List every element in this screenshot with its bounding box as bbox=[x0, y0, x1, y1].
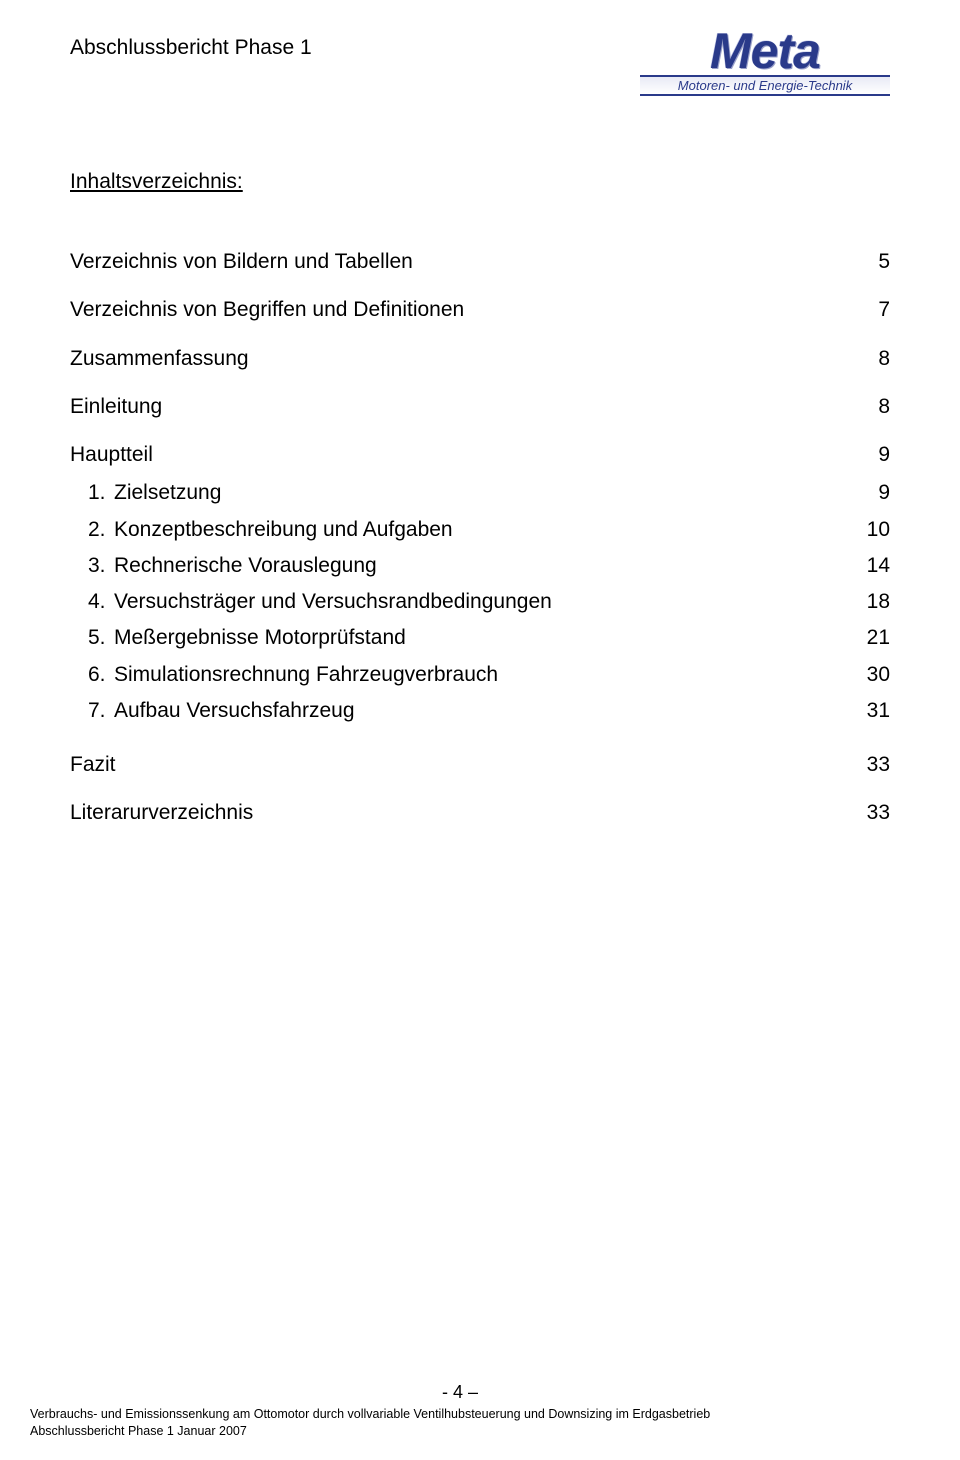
toc-page: 8 bbox=[850, 394, 890, 420]
toc-page: 7 bbox=[850, 297, 890, 323]
toc-sub-page: 18 bbox=[850, 589, 890, 615]
toc-sub-label: Konzeptbeschreibung und Aufgaben bbox=[114, 517, 850, 543]
toc-entry: Zusammenfassung 8 bbox=[70, 346, 890, 372]
toc-entry: Literarurverzeichnis 33 bbox=[70, 800, 890, 826]
toc-sub-page: 9 bbox=[850, 480, 890, 506]
toc-sub-page: 21 bbox=[850, 625, 890, 651]
toc-entry: Verzeichnis von Begriffen und Definition… bbox=[70, 297, 890, 323]
toc-sub-entry: 7. Aufbau Versuchsfahrzeug 31 bbox=[70, 698, 890, 724]
toc-entry: Einleitung 8 bbox=[70, 394, 890, 420]
toc-sub-num: 1. bbox=[88, 480, 114, 506]
toc-sub-label: Simulationsrechnung Fahrzeugverbrauch bbox=[114, 662, 850, 688]
toc-label: Verzeichnis von Begriffen und Definition… bbox=[70, 297, 850, 323]
toc-sub-num: 2. bbox=[88, 517, 114, 543]
logo-main-text: Meta bbox=[640, 30, 890, 73]
toc-label: Literarurverzeichnis bbox=[70, 800, 850, 826]
toc-page: 33 bbox=[850, 800, 890, 826]
document-title: Abschlussbericht Phase 1 bbox=[70, 30, 312, 60]
toc-sub-entry: 2. Konzeptbeschreibung und Aufgaben 10 bbox=[70, 517, 890, 543]
toc-sub-page: 10 bbox=[850, 517, 890, 543]
toc-sub-label: Meßergebnisse Motorprüfstand bbox=[114, 625, 850, 651]
company-logo: Meta Motoren- und Energie-Technik bbox=[640, 30, 890, 96]
toc-sub-label: Aufbau Versuchsfahrzeug bbox=[114, 698, 850, 724]
toc-sub-entry: 3. Rechnerische Vorauslegung 14 bbox=[70, 553, 890, 579]
toc-sub-entry: 1. Zielsetzung 9 bbox=[70, 480, 890, 506]
header: Abschlussbericht Phase 1 Meta Motoren- u… bbox=[70, 30, 890, 120]
logo-subtitle: Motoren- und Energie-Technik bbox=[640, 75, 890, 96]
toc-entry: Hauptteil 9 bbox=[70, 442, 890, 468]
page-number: - 4 – bbox=[30, 1380, 890, 1404]
content-body: Inhaltsverzeichnis: Verzeichnis von Bild… bbox=[70, 170, 890, 827]
toc-sub-page: 14 bbox=[850, 553, 890, 579]
toc-sub-label: Zielsetzung bbox=[114, 480, 850, 506]
toc-sub-entry: 5. Meßergebnisse Motorprüfstand 21 bbox=[70, 625, 890, 651]
toc-page: 33 bbox=[850, 752, 890, 778]
toc-sub-entry: 6. Simulationsrechnung Fahrzeugverbrauch… bbox=[70, 662, 890, 688]
toc-sub-page: 31 bbox=[850, 698, 890, 724]
toc-entry: Fazit 33 bbox=[70, 752, 890, 778]
toc-sub-page: 30 bbox=[850, 662, 890, 688]
toc-page: 5 bbox=[850, 249, 890, 275]
toc-sub-entry: 4. Versuchsträger und Versuchsrandbeding… bbox=[70, 589, 890, 615]
toc-label: Fazit bbox=[70, 752, 850, 778]
footer-line-1: Verbrauchs- und Emissionssenkung am Otto… bbox=[30, 1406, 890, 1423]
toc-label: Einleitung bbox=[70, 394, 850, 420]
toc-label: Hauptteil bbox=[70, 442, 850, 468]
toc-heading: Inhaltsverzeichnis: bbox=[70, 170, 890, 194]
toc-entry: Verzeichnis von Bildern und Tabellen 5 bbox=[70, 249, 890, 275]
toc-sub-label: Versuchsträger und Versuchsrandbedingung… bbox=[114, 589, 850, 615]
toc-sub-num: 7. bbox=[88, 698, 114, 724]
toc-sub-label: Rechnerische Vorauslegung bbox=[114, 553, 850, 579]
toc-page: 8 bbox=[850, 346, 890, 372]
toc-label: Verzeichnis von Bildern und Tabellen bbox=[70, 249, 850, 275]
toc-sub-num: 6. bbox=[88, 662, 114, 688]
toc-sub-num: 5. bbox=[88, 625, 114, 651]
page: Abschlussbericht Phase 1 Meta Motoren- u… bbox=[0, 0, 960, 1460]
toc-label: Zusammenfassung bbox=[70, 346, 850, 372]
page-footer: - 4 – Verbrauchs- und Emissionssenkung a… bbox=[30, 1380, 890, 1440]
toc-sub-num: 3. bbox=[88, 553, 114, 579]
footer-line-2: Abschlussbericht Phase 1 Januar 2007 bbox=[30, 1423, 890, 1440]
toc-sub-num: 4. bbox=[88, 589, 114, 615]
toc-page: 9 bbox=[850, 442, 890, 468]
